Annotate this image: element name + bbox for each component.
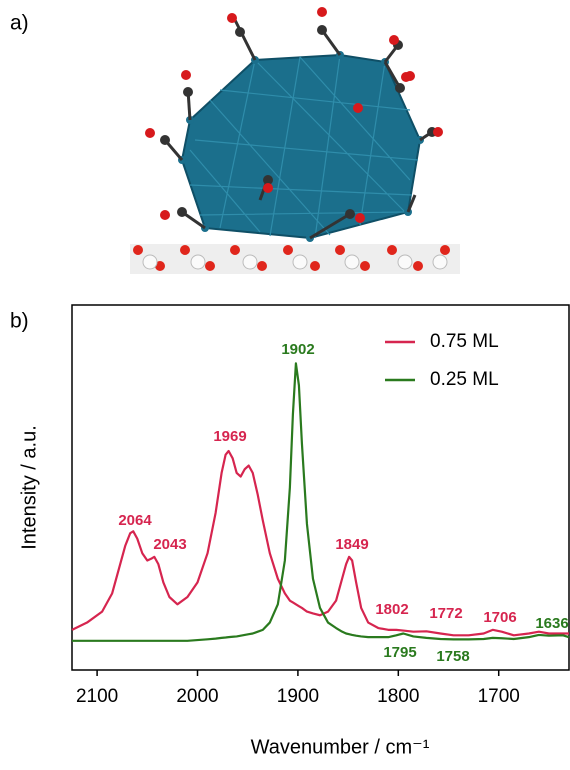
spectrum-line [71, 449, 569, 637]
panel-label: a) [10, 12, 29, 35]
spectrum-line [72, 362, 570, 642]
peak-label: 1902 [281, 341, 314, 358]
peak-label: 2064 [118, 512, 152, 529]
peak-label: 1758 [436, 648, 469, 665]
peak-label: 1795 [383, 644, 416, 661]
legend-label: 0.75 ML [430, 331, 499, 352]
x-tick-label: 2000 [176, 686, 218, 707]
peak-label: 1969 [213, 428, 246, 445]
peak-label: 2043 [153, 536, 186, 553]
peak-label: 1802 [375, 601, 408, 618]
y-axis-label: Intensity / a.u. [18, 425, 40, 550]
panel-label: b) [10, 310, 29, 333]
molecular-structure [130, 7, 460, 274]
x-tick-label: 1700 [478, 686, 520, 707]
x-axis-label: Wavenumber / cm⁻¹ [251, 736, 430, 758]
legend-label: 0.25 ML [430, 369, 499, 390]
x-tick-label: 1800 [377, 686, 419, 707]
x-tick-label: 2100 [76, 686, 118, 707]
plot-frame [71, 304, 570, 671]
peak-label: 1849 [335, 536, 368, 553]
peak-label: 1772 [429, 605, 462, 622]
peak-label: 1706 [483, 609, 516, 626]
peak-label: 1636 [535, 615, 568, 632]
x-tick-label: 1900 [277, 686, 319, 707]
